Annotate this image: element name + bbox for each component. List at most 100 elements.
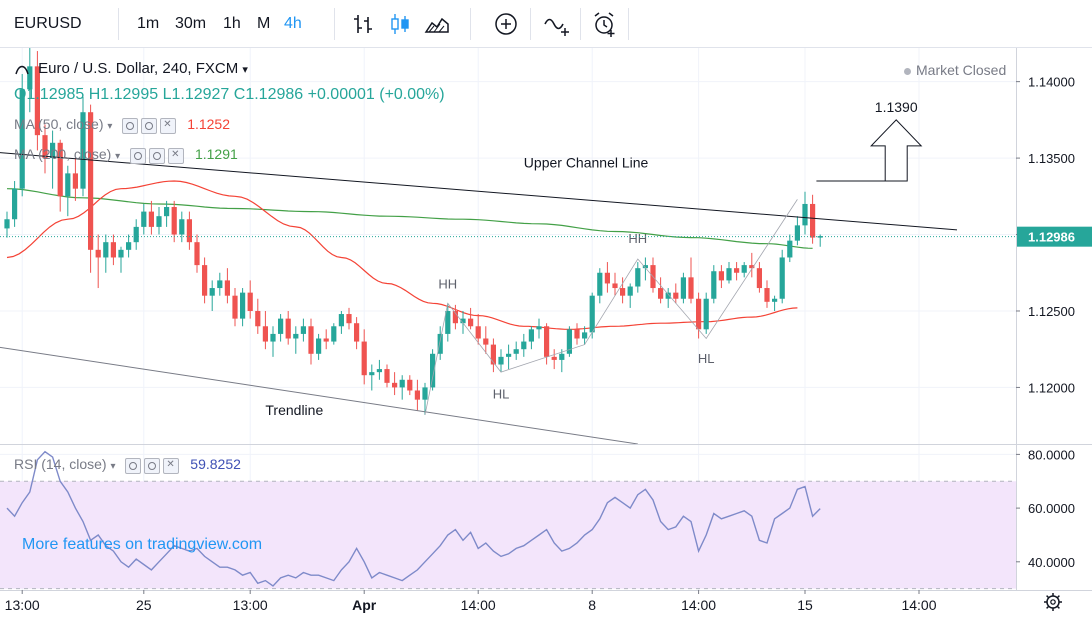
- candle[interactable]: [475, 314, 481, 345]
- candle[interactable]: [407, 375, 413, 396]
- candle[interactable]: [559, 349, 565, 373]
- candle[interactable]: [513, 341, 519, 360]
- candle[interactable]: [779, 249, 785, 304]
- interval-1m[interactable]: 1m: [137, 15, 160, 32]
- chevron-down-icon[interactable]: ▾: [107, 121, 113, 132]
- candle[interactable]: [620, 277, 626, 304]
- candle[interactable]: [604, 262, 610, 293]
- candle[interactable]: [72, 158, 78, 201]
- candle[interactable]: [126, 234, 132, 258]
- candle[interactable]: [19, 73, 25, 197]
- candle[interactable]: [164, 200, 170, 227]
- time-axis[interactable]: 13:00 25 13:00 Apr 14:00 8 14:00 15 14:00: [5, 590, 937, 613]
- candle-style-icon[interactable]: [386, 10, 414, 38]
- candle[interactable]: [642, 257, 648, 281]
- candle[interactable]: [696, 292, 702, 339]
- trendline-line[interactable]: [0, 346, 638, 445]
- candle[interactable]: [589, 292, 595, 339]
- visibility-icon[interactable]: [125, 457, 142, 474]
- candle[interactable]: [582, 326, 588, 345]
- ma200-legend[interactable]: MA (200, close) ▾ 1.1291: [14, 146, 238, 164]
- candle[interactable]: [293, 326, 299, 354]
- interval-1h[interactable]: 1h: [223, 15, 241, 32]
- candle[interactable]: [34, 51, 40, 151]
- candle[interactable]: [217, 272, 223, 296]
- candle[interactable]: [27, 48, 33, 113]
- candle[interactable]: [338, 310, 344, 334]
- candle[interactable]: [703, 292, 709, 334]
- candle[interactable]: [323, 329, 329, 350]
- candle[interactable]: [209, 280, 215, 311]
- candle[interactable]: [308, 318, 314, 365]
- candle[interactable]: [232, 288, 238, 327]
- visibility-icon[interactable]: [130, 147, 147, 164]
- rsi-axis[interactable]: 80.0000 60.0000 40.0000: [1016, 447, 1075, 570]
- candle[interactable]: [536, 318, 542, 339]
- candle[interactable]: [171, 200, 177, 243]
- candle[interactable]: [734, 262, 740, 281]
- candle[interactable]: [12, 181, 18, 227]
- candle[interactable]: [794, 216, 800, 246]
- add-compare-icon[interactable]: [492, 10, 520, 38]
- candle[interactable]: [255, 298, 261, 334]
- candle[interactable]: [156, 207, 162, 235]
- chevron-down-icon[interactable]: ▾: [115, 151, 121, 162]
- candle[interactable]: [772, 295, 778, 311]
- candle[interactable]: [658, 277, 664, 304]
- candle[interactable]: [490, 338, 496, 373]
- candle[interactable]: [88, 104, 94, 273]
- interval-4h-active[interactable]: 4h: [284, 15, 302, 32]
- watermark-link[interactable]: More features on tradingview.com: [22, 536, 263, 553]
- candle[interactable]: [718, 265, 724, 289]
- candle[interactable]: [787, 234, 793, 263]
- indicators-icon[interactable]: [543, 10, 571, 38]
- candle[interactable]: [544, 323, 550, 365]
- candle[interactable]: [224, 268, 230, 304]
- candle[interactable]: [202, 257, 208, 304]
- candle[interactable]: [316, 333, 322, 360]
- candle[interactable]: [300, 318, 306, 342]
- candle[interactable]: [551, 349, 557, 370]
- candle[interactable]: [278, 314, 284, 342]
- candle[interactable]: [445, 303, 451, 342]
- interval-30m[interactable]: 30m: [175, 15, 207, 32]
- candle[interactable]: [399, 375, 405, 400]
- close-icon[interactable]: [160, 117, 177, 134]
- candle[interactable]: [521, 333, 527, 357]
- candle[interactable]: [270, 326, 276, 357]
- candle[interactable]: [141, 203, 147, 235]
- candle[interactable]: [506, 344, 512, 370]
- candle[interactable]: [483, 326, 489, 354]
- candle[interactable]: [361, 329, 367, 385]
- candle[interactable]: [247, 280, 253, 319]
- candle[interactable]: [711, 265, 717, 304]
- candle[interactable]: [369, 364, 375, 391]
- candle[interactable]: [57, 139, 63, 212]
- candle[interactable]: [749, 252, 755, 278]
- symbol-search[interactable]: EURUSD: [14, 15, 82, 32]
- candle[interactable]: [680, 272, 686, 304]
- candle[interactable]: [103, 234, 109, 273]
- candle[interactable]: [110, 234, 116, 266]
- candle[interactable]: [430, 349, 436, 391]
- candle[interactable]: [346, 307, 352, 330]
- candle[interactable]: [498, 349, 504, 373]
- candle[interactable]: [331, 323, 337, 345]
- candle[interactable]: [285, 310, 291, 345]
- candle[interactable]: [392, 372, 398, 396]
- candle[interactable]: [414, 379, 420, 411]
- candle[interactable]: [186, 211, 192, 250]
- candle[interactable]: [194, 234, 200, 273]
- area-style-icon[interactable]: [423, 10, 451, 38]
- settings-icon[interactable]: [1044, 593, 1062, 611]
- candle[interactable]: [612, 272, 618, 296]
- candle[interactable]: [262, 310, 268, 350]
- candle[interactable]: [240, 288, 246, 327]
- candle[interactable]: [148, 200, 154, 235]
- gear-icon[interactable]: [149, 147, 166, 164]
- candle[interactable]: [802, 191, 808, 235]
- candle[interactable]: [635, 262, 641, 293]
- gear-icon[interactable]: [141, 117, 158, 134]
- target-arrow-icon[interactable]: [870, 119, 923, 182]
- chevron-down-icon[interactable]: ▾: [110, 461, 116, 472]
